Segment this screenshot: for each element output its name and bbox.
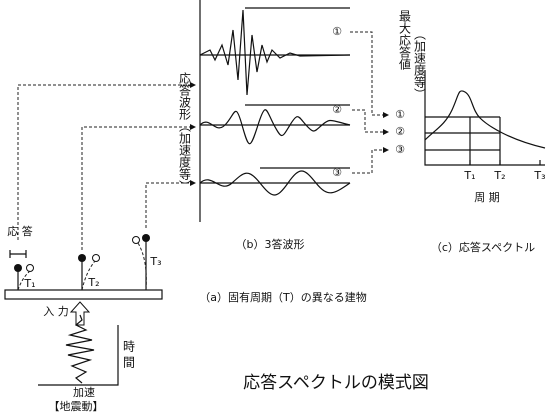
marker: ② <box>332 103 342 116</box>
axis-label: 応答波形（加速度等） <box>178 72 192 192</box>
marker: ① <box>332 25 342 38</box>
caption: （a）固有周期（T）の異なる建物 <box>199 290 366 304</box>
waveforms <box>199 0 389 222</box>
accel-label: 加速 <box>73 386 95 399</box>
y-label: 最大応答値 <box>398 10 412 70</box>
period-label: T₂ <box>87 276 99 289</box>
tick-label: T₃ <box>533 169 545 182</box>
marker: ② <box>395 125 405 138</box>
tick-label: T₂ <box>493 169 505 182</box>
period-label: T₁ <box>23 277 35 290</box>
marker: ① <box>395 108 405 121</box>
input-label: 入 力 <box>43 305 69 318</box>
spectrum <box>424 70 546 166</box>
period-label: T₃ <box>149 255 161 268</box>
y-sub: （加速度等） <box>413 28 427 100</box>
buildings <box>4 82 196 326</box>
caption: （b）3答波形 <box>236 237 305 251</box>
marker: ③ <box>332 166 342 179</box>
marker: ③ <box>395 143 405 156</box>
caption: （c）応答スペクトル <box>431 240 535 254</box>
tick-label: T₁ <box>463 169 475 182</box>
time-label: 時 間 <box>122 340 136 368</box>
ground-label: 【地震動】 <box>49 399 104 413</box>
ground-motion <box>38 314 119 386</box>
response-label: 応 答 <box>7 224 33 238</box>
title: 応答スペクトルの模式図 <box>243 373 429 393</box>
x-label: 周 期 <box>474 191 500 204</box>
